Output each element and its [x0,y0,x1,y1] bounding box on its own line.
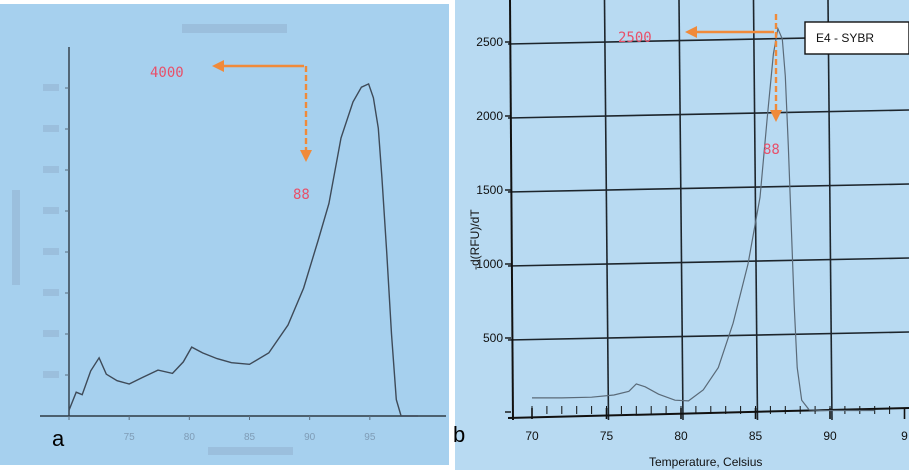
panel-a-chart: 75 80 85 90 95 4000 88 a [0,4,449,465]
panel-a-melt-curve [68,82,418,417]
panel-a-faint-y-tick-label [43,166,59,173]
panel-a-faint-y-tick-label [43,207,59,214]
panel-b-chart: 70 75 80 85 90 9 500 1000 1500 2000 2500 E4 - SYBR… [453,0,909,470]
panel-a-label: a [52,426,65,451]
panel-b-vertical-arrowhead [770,110,782,122]
panel-b-y-axis [509,0,514,421]
panel-b-hgrid-line [507,183,909,193]
panel-a-peak-temp-annotation: 88 [293,187,310,203]
panel-b-melt-curve [532,26,875,412]
panel-b-legend-text: E4 - SYBR [816,31,874,45]
panel-a-tick-group: 75 80 85 90 95 [43,84,376,443]
panel-b-hgrid-line [507,109,909,119]
panel-b-peak-temp-annotation: 88 [763,142,780,158]
panel-a-faint-y-tick-label [43,371,59,378]
panel-b-vgrid-line [603,0,610,421]
panel-a-faint-y-tick-label [43,330,59,337]
panel-b-hgrid-line [507,331,909,341]
panel-b-x-tick-label: 90 [823,429,837,443]
panel-a-peak-value-annotation: 4000 [150,65,184,81]
panel-b-peak-value-annotation: 2500 [618,30,652,46]
panel-b-tick-group: 70 75 80 85 90 9 500 1000 1500 2000 2500 [476,35,908,443]
panel-b-x-tick-label: 75 [600,429,614,443]
panel-a-x-tick-label: 95 [364,432,376,443]
panel-b-grid [507,0,909,421]
panel-b-y-tick-label: 2500 [476,35,503,49]
panel-a-x-tick-label: 80 [184,432,196,443]
panel-a-faint-y-tick-label [43,125,59,132]
panel-b-hgrid-line [507,257,909,267]
panel-a-faint-y-tick-label [43,248,59,255]
panel-b-x-axis [507,407,909,419]
panel-b-y-tick-label: 2000 [476,109,503,123]
panel-a-faint-y-tick-label [43,84,59,91]
panel-b-vgrid-line [827,0,833,421]
panel-a-plot-background [0,4,449,465]
panel-a-horizontal-arrowhead [212,60,224,72]
panel-b-x-tick-label: 70 [525,429,539,443]
panel-b-vgrid-line [678,0,684,421]
panel-b-y-tick-label: 1500 [476,183,503,197]
panel-a-faint-xlabel [208,447,293,455]
panel-a-faint-title [182,24,287,33]
panel-a-faint-y-tick-label [43,289,59,296]
panel-b-y-axis-label: -d(RFU)/dT [468,209,482,270]
panel-a-vertical-arrowhead [300,150,312,162]
panel-a-x-tick-label: 90 [304,432,316,443]
panel-b-horizontal-arrowhead [685,26,697,38]
panel-a-x-tick-label: 75 [124,432,136,443]
panel-b-y-tick-label: 1000 [476,257,503,271]
panel-b-vgrid-line [752,0,759,421]
panel-b-legend-box [804,21,909,55]
panel-b-y-tick-label: 500 [483,331,503,345]
panel-b-x-tick-label: 9 [901,429,908,443]
panel-a-x-tick-label: 85 [244,432,256,443]
panel-b-x-tick-label: 85 [749,429,763,443]
panel-b-label: b [453,422,465,447]
panel-b-x-axis-label: Temperature, Celsius [649,455,762,469]
panel-b-x-tick-label: 80 [674,429,688,443]
panel-a-faint-ylabel [12,190,20,285]
